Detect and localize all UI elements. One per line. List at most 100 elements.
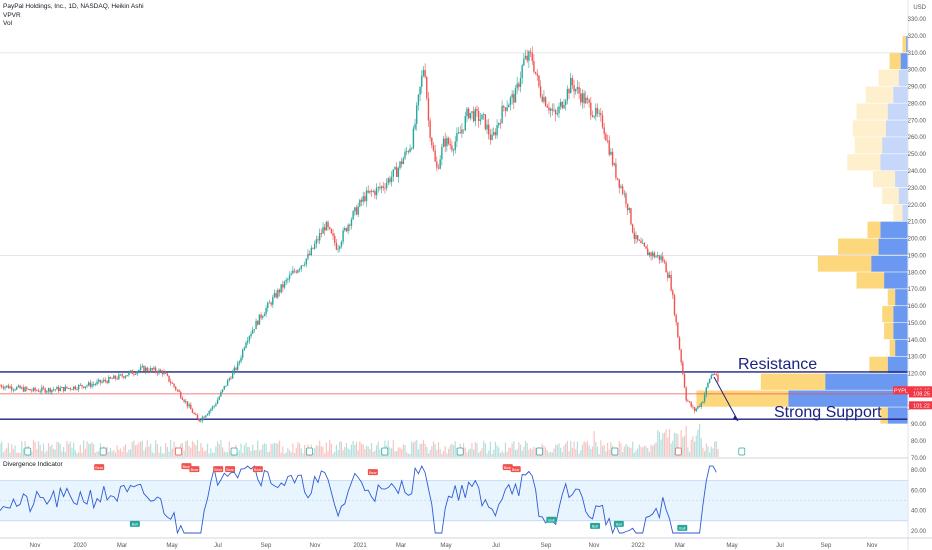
volume-bar xyxy=(288,450,291,457)
volume-profile-down xyxy=(878,238,908,255)
candle-body xyxy=(449,143,451,146)
candle-body xyxy=(405,151,408,153)
x-tick-label: Sep xyxy=(261,543,272,549)
volume-bar xyxy=(355,441,358,457)
indicator-vol[interactable]: Vol xyxy=(3,20,13,27)
volume-bar xyxy=(528,449,530,457)
volume-bar xyxy=(452,445,455,457)
candle-body xyxy=(583,93,585,104)
volume-profile-down xyxy=(906,35,908,53)
candle-body xyxy=(175,386,177,390)
volume-bar xyxy=(190,447,192,457)
candle-body xyxy=(596,107,599,114)
oscillator-title[interactable]: Divergence Indicator xyxy=(3,461,63,468)
candle-body xyxy=(424,70,426,78)
candle-body xyxy=(148,370,150,372)
volume-bar xyxy=(628,447,630,457)
candle-body xyxy=(446,138,448,147)
volume-bar xyxy=(344,447,346,457)
bear-label xyxy=(181,463,192,470)
candle-body xyxy=(528,51,530,61)
volume-bar xyxy=(360,443,363,457)
volume-bar xyxy=(258,450,261,457)
annotations: Resistance Strong Support xyxy=(713,356,882,421)
candle-body xyxy=(277,289,279,298)
volume-bar xyxy=(106,446,108,457)
volume-bar xyxy=(111,451,113,457)
volume-bar xyxy=(394,451,396,457)
volume-bar xyxy=(513,441,515,457)
volume-bar xyxy=(213,452,215,457)
volume-bar xyxy=(171,448,173,457)
price-tag xyxy=(909,401,932,410)
candle-body xyxy=(600,113,602,116)
volume-bar xyxy=(39,444,41,457)
candle-body xyxy=(297,270,299,273)
candle-body xyxy=(496,125,498,136)
volume-bar xyxy=(417,449,420,457)
symbol-title[interactable]: PayPal Holdings, Inc., 1D, NASDAQ, Heiki… xyxy=(3,3,144,10)
volume-bar xyxy=(218,444,220,457)
volume-bar xyxy=(668,429,671,457)
candle-body xyxy=(484,114,487,130)
volume-bar xyxy=(498,447,500,457)
candle-body xyxy=(108,376,110,383)
x-tick-label: 2020 xyxy=(73,543,87,549)
volume-bar xyxy=(54,449,56,457)
candle-body xyxy=(340,241,343,247)
volume-bar xyxy=(21,441,23,457)
volume-bar xyxy=(83,440,85,457)
candle-body xyxy=(377,187,379,188)
volume-bar xyxy=(717,448,719,457)
candle-body xyxy=(636,235,639,240)
candle-body xyxy=(648,252,651,256)
volume-profile-up xyxy=(838,238,879,255)
candle-body xyxy=(76,389,78,390)
candle-body xyxy=(262,316,264,318)
volume-bar xyxy=(595,441,597,457)
candle-body xyxy=(131,370,133,374)
volume-bar xyxy=(240,443,242,457)
volume-profile-up xyxy=(889,339,896,357)
indicator-vpvr[interactable]: VPVR xyxy=(3,11,21,19)
volume-bar xyxy=(714,441,716,457)
volume-bar xyxy=(374,450,376,457)
candle-body xyxy=(466,108,468,116)
candle-body xyxy=(454,141,456,150)
volume-bar xyxy=(625,443,627,457)
candle-body xyxy=(327,221,329,228)
candle-body xyxy=(362,196,364,202)
candle-body xyxy=(422,70,425,76)
volume-bar xyxy=(32,440,35,457)
volume-bar xyxy=(128,449,130,457)
candle-body xyxy=(82,386,85,388)
divergence-label-text: Bear xyxy=(226,468,234,472)
candle-body xyxy=(74,386,77,390)
bear-label xyxy=(502,464,513,471)
volume-profile-up xyxy=(880,407,888,424)
volume-bar xyxy=(265,444,267,457)
candle-body xyxy=(133,373,135,375)
candle-body xyxy=(359,199,361,207)
candle-body xyxy=(595,107,597,117)
volume-bar xyxy=(409,453,411,457)
volume-bar xyxy=(61,451,63,457)
volume-bar xyxy=(280,452,282,457)
volume-bar xyxy=(364,449,366,457)
candle-body xyxy=(379,187,381,189)
volume-bar xyxy=(143,450,145,457)
candle-body xyxy=(9,386,11,389)
candle-body xyxy=(143,365,145,372)
volume-bar xyxy=(432,441,435,457)
candle-body xyxy=(44,388,46,393)
candle-body xyxy=(275,293,277,298)
candle-body xyxy=(119,374,122,376)
divergence-label-text: Bull xyxy=(616,523,622,527)
candle-body xyxy=(29,389,31,391)
candle-body xyxy=(546,105,548,108)
volume-bar xyxy=(578,453,580,457)
candle-body xyxy=(24,387,26,392)
x-tick-label: Nov xyxy=(589,543,600,549)
candle-body xyxy=(263,314,266,317)
